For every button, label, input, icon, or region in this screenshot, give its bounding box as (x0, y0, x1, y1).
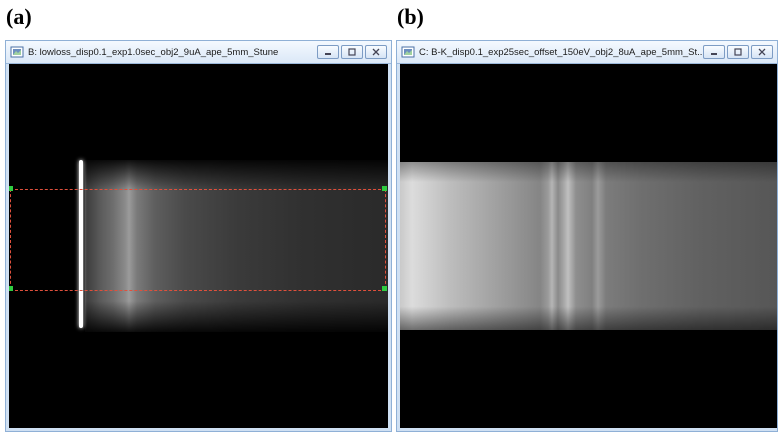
close-button[interactable] (751, 45, 773, 59)
window-a-title: B: lowloss_disp0.1_exp1.0sec_obj2_9uA_ap… (28, 46, 279, 58)
maximize-icon (734, 48, 742, 56)
roi-left-edge (10, 189, 12, 289)
maximize-button[interactable] (341, 45, 363, 59)
close-button[interactable] (365, 45, 387, 59)
spectrum-band (400, 162, 777, 330)
minimize-icon (711, 53, 717, 55)
maximize-button[interactable] (727, 45, 749, 59)
app-icon (10, 46, 24, 58)
window-b-titlebar[interactable]: C: B-K_disp0.1_exp25sec_offset_150eV_obj… (397, 41, 777, 64)
roi-handle[interactable] (382, 286, 387, 291)
close-icon (372, 48, 380, 56)
panel-label-b: (b) (397, 4, 424, 29)
image-canvas-a[interactable] (9, 64, 388, 428)
panel-label-a: (a) (6, 4, 32, 29)
roi-right-edge (385, 189, 387, 289)
close-icon (758, 48, 766, 56)
roi-handle[interactable] (9, 286, 13, 291)
zero-loss-peak-line (79, 160, 83, 328)
minimize-button[interactable] (317, 45, 339, 59)
roi-handle[interactable] (382, 186, 387, 191)
spectrum-band (85, 160, 388, 332)
maximize-icon (348, 48, 356, 56)
image-window-a[interactable]: B: lowloss_disp0.1_exp1.0sec_obj2_9uA_ap… (5, 40, 392, 432)
minimize-button[interactable] (703, 45, 725, 59)
image-canvas-b[interactable] (400, 64, 777, 428)
image-window-b[interactable]: C: B-K_disp0.1_exp25sec_offset_150eV_obj… (396, 40, 778, 432)
window-a-titlebar[interactable]: B: lowloss_disp0.1_exp1.0sec_obj2_9uA_ap… (6, 41, 391, 64)
minimize-icon (325, 53, 331, 55)
roi-handle[interactable] (9, 186, 13, 191)
window-b-title: C: B-K_disp0.1_exp25sec_offset_150eV_obj… (419, 46, 703, 58)
roi-selection[interactable] (10, 189, 386, 291)
app-icon (401, 46, 415, 58)
